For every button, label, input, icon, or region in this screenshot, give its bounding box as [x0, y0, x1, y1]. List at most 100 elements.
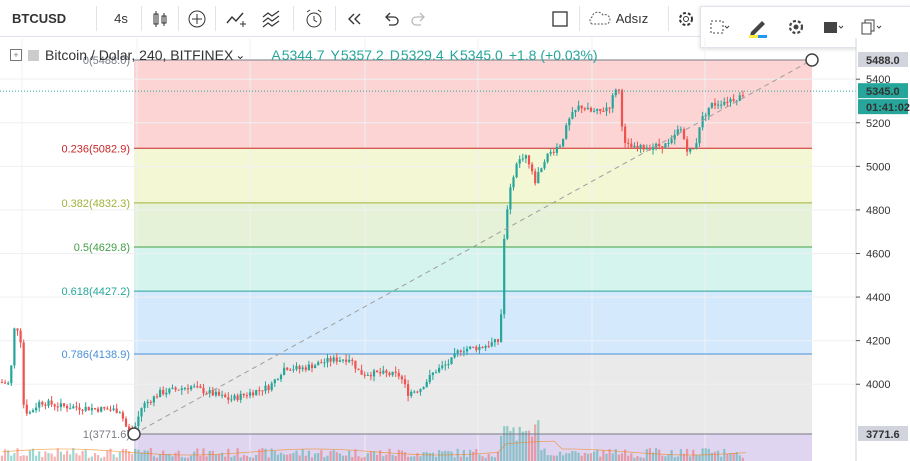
- volume-bar: [636, 456, 639, 461]
- candle-body: [44, 404, 47, 406]
- redo-icon[interactable]: [404, 0, 434, 37]
- volume-bar: [410, 456, 413, 461]
- volume-bar: [44, 451, 47, 461]
- symbol-search[interactable]: BTCUSD: [12, 11, 67, 26]
- volume-bar: [738, 455, 741, 461]
- volume-bar: [382, 456, 385, 461]
- templates-icon[interactable]: [258, 0, 288, 37]
- candle-body: [35, 407, 38, 411]
- alarm-icon[interactable]: [300, 0, 330, 37]
- legend-title[interactable]: Bitcoin / Dolar, 240, BITFINEX: [45, 47, 234, 63]
- pencil-icon[interactable]: [739, 7, 777, 47]
- clone-icon[interactable]: [853, 7, 891, 47]
- volume-bar: [217, 454, 221, 461]
- candle-body: [174, 387, 177, 390]
- candle-body: [239, 393, 242, 400]
- volume-bar: [599, 456, 602, 461]
- gear-icon[interactable]: [777, 7, 815, 47]
- volume-bar: [183, 457, 186, 461]
- candle-body: [56, 406, 59, 408]
- cloud-icon[interactable]: [584, 0, 614, 37]
- candle-body: [673, 134, 676, 140]
- candle-body: [503, 238, 506, 315]
- candles-icon[interactable]: [145, 0, 175, 37]
- fib-zone: [134, 247, 812, 292]
- candle-body: [540, 168, 543, 173]
- volume-bar: [571, 450, 574, 461]
- undo-icon[interactable]: [376, 0, 406, 37]
- gear-icon[interactable]: [674, 0, 698, 37]
- volume-bar: [41, 457, 44, 461]
- candle-body: [221, 394, 224, 396]
- volume-bar: [205, 456, 208, 461]
- last-price-tag-bg: [858, 83, 908, 99]
- candle-body: [165, 392, 168, 395]
- volume-bar: [391, 454, 394, 461]
- volume-bar: [4, 449, 7, 461]
- volume-bar: [658, 449, 661, 461]
- candle-body: [128, 426, 131, 431]
- candle-body: [456, 350, 459, 354]
- indicators-icon[interactable]: [222, 0, 252, 37]
- volume-bar: [524, 430, 527, 461]
- price-tick-label: 5000: [866, 161, 890, 173]
- candle-body: [636, 145, 639, 149]
- volume-bar: [487, 453, 490, 461]
- volume-bar: [620, 453, 624, 461]
- square-icon[interactable]: [545, 0, 575, 37]
- candle-body: [462, 351, 465, 353]
- volume-bar: [242, 454, 245, 461]
- fib-level-label: 0.5(4629.8): [74, 242, 130, 254]
- candle-body: [670, 139, 673, 143]
- layout-name[interactable]: Adsız: [615, 11, 649, 26]
- candle-body: [159, 389, 162, 398]
- candle-body: [403, 379, 407, 385]
- candle-body: [335, 357, 338, 362]
- volume-bar: [87, 457, 90, 461]
- volume-bar: [90, 456, 93, 461]
- volume-bar: [267, 457, 270, 461]
- volume-bar: [565, 453, 568, 461]
- volume-bar: [140, 452, 143, 461]
- candle-body: [379, 372, 382, 374]
- candle-body: [741, 95, 744, 97]
- volume-bar: [292, 452, 295, 461]
- volume-bar: [69, 454, 72, 461]
- candle-body: [248, 392, 252, 396]
- volume-bar: [546, 455, 549, 461]
- volume-ma-line: [1, 440, 747, 456]
- candle-body: [496, 339, 500, 342]
- replay-icon[interactable]: [340, 0, 370, 37]
- volume-bar: [639, 457, 642, 461]
- volume-bar: [676, 456, 679, 461]
- plus-circle-icon[interactable]: [182, 0, 212, 37]
- fill-icon[interactable]: [815, 7, 853, 47]
- candle-body: [317, 362, 320, 366]
- volume-bar: [286, 454, 289, 461]
- selection-icon[interactable]: [701, 7, 739, 47]
- interval-button[interactable]: 4s: [114, 11, 128, 26]
- candle-body: [589, 107, 593, 112]
- chevron-down-icon[interactable]: ⌄: [235, 48, 246, 62]
- volume-bar: [472, 451, 475, 461]
- volume-bar: [214, 454, 217, 461]
- toolbar-divider: [579, 6, 580, 31]
- volume-bar: [366, 453, 369, 461]
- candle-body: [651, 147, 655, 150]
- candle-body: [10, 365, 13, 384]
- volume-bar: [394, 455, 397, 461]
- volume-bar: [503, 426, 506, 461]
- volume-bar: [372, 451, 376, 461]
- candle-body: [109, 409, 112, 411]
- volume-bar: [363, 456, 366, 461]
- candle-body: [100, 407, 103, 412]
- volume-bar: [580, 455, 583, 461]
- volume-bar: [50, 453, 53, 461]
- candle-body: [391, 371, 394, 376]
- collapse-toggle-icon[interactable]: +: [10, 49, 22, 61]
- indicator-visibility-icon[interactable]: [28, 49, 39, 61]
- volume-bar: [577, 452, 580, 461]
- volume-bar: [428, 452, 431, 461]
- candle-body: [199, 386, 202, 388]
